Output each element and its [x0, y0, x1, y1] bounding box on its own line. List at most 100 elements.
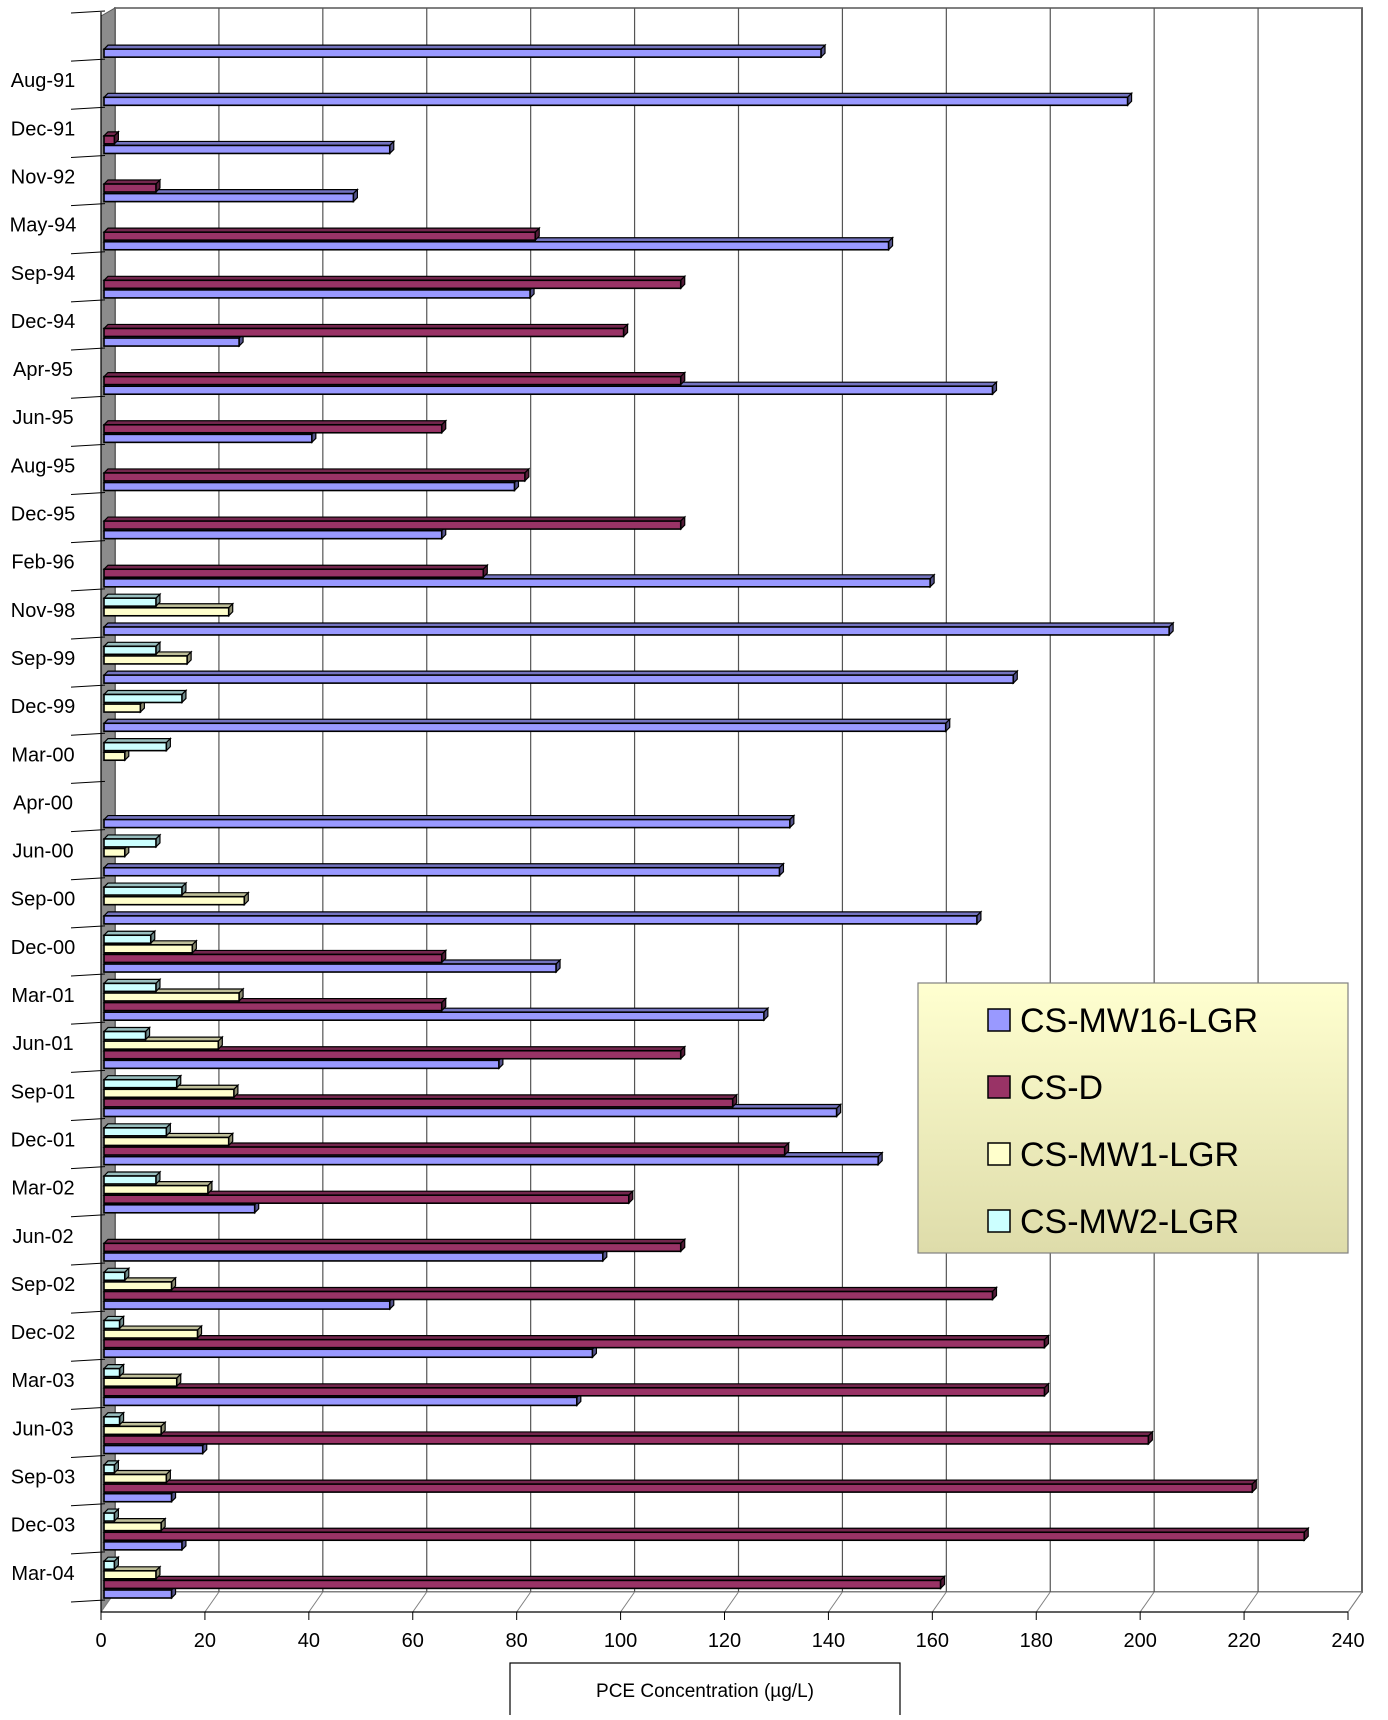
y-category-label: Apr-95	[13, 359, 73, 381]
y-category-label: Feb-96	[11, 552, 74, 574]
bar	[102, 1122, 172, 1138]
y-category-label: Dec-00	[11, 937, 75, 959]
bar	[102, 669, 1019, 685]
y-category-label: Dec-01	[11, 1129, 75, 1151]
bar	[102, 689, 188, 704]
bar-front-face	[103, 992, 240, 1002]
y-category-label: Nov-98	[11, 600, 75, 622]
y-category-label: Jun-02	[12, 1226, 73, 1248]
x-tick-label: 120	[708, 1630, 741, 1652]
bar-front-face	[103, 1338, 1046, 1349]
legend-label: CS-MW16-LGR	[1020, 1002, 1258, 1040]
bar-front-face	[103, 1377, 178, 1387]
bar-front-face	[103, 655, 188, 665]
x-tick-label: 140	[812, 1630, 845, 1652]
y-category-label: Apr-00	[13, 792, 73, 814]
bar-front-face	[103, 1541, 183, 1551]
bar-front-face	[103, 231, 537, 241]
y-tick	[70, 106, 106, 110]
bar-front-face	[103, 1512, 116, 1522]
bar-front-face	[103, 1107, 838, 1118]
y-category-label: Jun-95	[12, 407, 73, 429]
bar	[102, 140, 396, 155]
bar-front-face	[103, 741, 168, 752]
x-tick-label: 160	[916, 1630, 949, 1652]
bar-front-face	[103, 1464, 116, 1474]
bar-front-face	[103, 1348, 594, 1359]
y-category-label: Dec-03	[11, 1515, 75, 1537]
bar	[102, 1574, 946, 1590]
gridline-floor	[1243, 1591, 1259, 1613]
bar	[102, 91, 1134, 107]
gridline-floor	[931, 1591, 947, 1613]
y-tick	[70, 1214, 106, 1218]
bar	[102, 640, 162, 656]
bar-front-face	[103, 1136, 230, 1147]
bar-front-face	[103, 1098, 734, 1108]
bar	[102, 1507, 120, 1523]
bar-front-face	[103, 240, 890, 251]
y-category-label: Dec-99	[11, 696, 75, 718]
bar-front-face	[103, 337, 240, 347]
y-tick	[70, 492, 106, 496]
gridline-floor	[516, 1591, 532, 1613]
bar	[102, 929, 157, 945]
bar-front-face	[103, 1281, 173, 1291]
bar-front-face	[103, 953, 443, 964]
bar-front-face	[103, 963, 557, 973]
y-category-label: Sep-94	[11, 263, 76, 285]
y-tick	[70, 347, 106, 351]
bar-front-face	[103, 1589, 173, 1599]
x-tick-label: 200	[1123, 1630, 1156, 1652]
bar-front-face	[103, 1059, 500, 1070]
bar	[102, 178, 162, 194]
bar	[102, 1314, 126, 1330]
bar	[102, 1382, 1050, 1398]
bar	[102, 1526, 1310, 1542]
y-category-label: Jun-00	[12, 841, 73, 863]
bar	[102, 1430, 1154, 1446]
bar-front-face	[103, 838, 157, 848]
bar	[102, 833, 162, 849]
y-tick	[70, 780, 106, 784]
bar	[102, 592, 162, 608]
bar	[102, 977, 162, 993]
bar-front-face	[103, 1435, 1150, 1445]
x-tick-label: 240	[1331, 1630, 1364, 1652]
bar-front-face	[103, 1570, 157, 1580]
y-tick	[70, 636, 106, 640]
bar	[102, 814, 796, 830]
bar	[102, 1170, 162, 1186]
bar-front-face	[103, 1290, 994, 1301]
bar-front-face	[103, 1425, 162, 1436]
bar	[102, 1286, 998, 1301]
bar-front-face	[103, 1175, 157, 1185]
bar-front-face	[103, 626, 1170, 636]
bar-front-face	[103, 1203, 256, 1214]
bar-front-face	[103, 1300, 391, 1310]
bar-front-face	[103, 934, 152, 945]
y-category-label: Aug-91	[11, 70, 76, 92]
y-tick	[70, 251, 106, 255]
bar-front-face	[103, 289, 531, 299]
y-tick	[70, 58, 106, 62]
bar-front-face	[103, 597, 157, 607]
bar	[102, 226, 541, 242]
y-tick	[70, 829, 106, 833]
y-tick	[70, 1166, 106, 1170]
bar-front-face	[103, 1560, 116, 1570]
y-tick	[70, 588, 106, 592]
bar-front-face	[103, 886, 183, 896]
bar	[102, 43, 827, 59]
bar-front-face	[103, 1011, 765, 1021]
y-tick	[70, 1406, 106, 1410]
bar	[102, 1026, 152, 1041]
y-category-label: Nov-92	[11, 166, 75, 188]
y-category-label: Dec-95	[11, 504, 75, 526]
y-category-label: Jun-03	[12, 1418, 73, 1440]
x-tick-label: 60	[402, 1630, 424, 1652]
x-tick-label: 0	[95, 1630, 106, 1652]
gridline-floor	[828, 1591, 843, 1613]
y-tick	[70, 925, 106, 929]
